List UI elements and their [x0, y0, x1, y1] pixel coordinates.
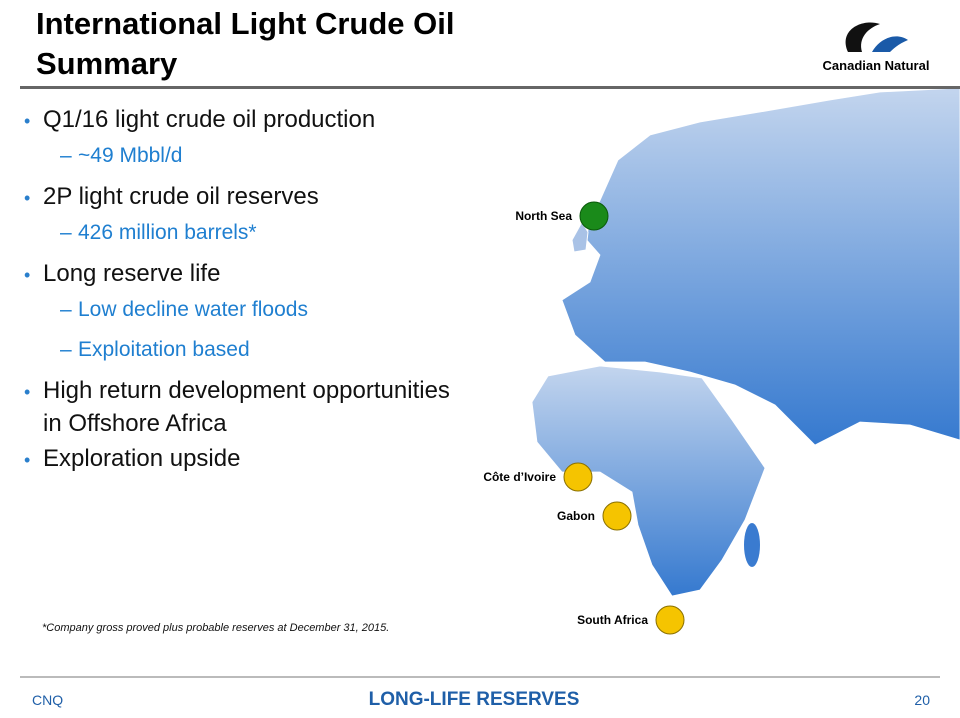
logo-text: Canadian Natural: [823, 58, 930, 73]
eurasia: [561, 87, 960, 446]
bullet: High return development opportunities in…: [24, 375, 464, 439]
pin: [579, 201, 609, 231]
pin: [563, 462, 593, 492]
footer-rule: [20, 676, 940, 678]
bullet: 2P light crude oil reserves: [24, 181, 464, 214]
pin: [655, 605, 685, 635]
footer-left: CNQ: [32, 692, 64, 708]
sub-bullet: Exploitation based: [24, 335, 464, 365]
pins: North Sea Côte d’Ivoire Gabon South Afri…: [483, 201, 685, 635]
pin: [602, 501, 632, 531]
divider: [20, 86, 960, 89]
africa: [531, 365, 766, 597]
footer-center: LONG-LIFE RESERVES: [368, 689, 580, 710]
pin-label: North Sea: [515, 209, 572, 223]
sub-bullet: Low decline water floods: [24, 295, 464, 325]
sub-bullet: 426 million barrels*: [24, 218, 464, 248]
britain: [571, 221, 589, 253]
pin-label: Côte d’Ivoire: [483, 470, 556, 484]
bullet: Exploration upside: [24, 443, 464, 476]
sub-bullet: ~49 Mbbl/d: [24, 141, 464, 171]
bullet: Q1/16 light crude oil production: [24, 104, 464, 137]
logo: Canadian Natural: [823, 22, 930, 73]
bullet: Long reserve life: [24, 258, 464, 291]
title: International Light Crude Oil Summary: [36, 6, 455, 81]
pin-label: Gabon: [557, 509, 595, 523]
footnote: *Company gross proved plus probable rese…: [42, 622, 390, 634]
pin-label: South Africa: [577, 613, 648, 627]
madagascar: [744, 523, 760, 567]
page-number: 20: [914, 692, 930, 708]
bullet-list: Q1/16 light crude oil production ~49 Mbbl…: [24, 104, 464, 480]
